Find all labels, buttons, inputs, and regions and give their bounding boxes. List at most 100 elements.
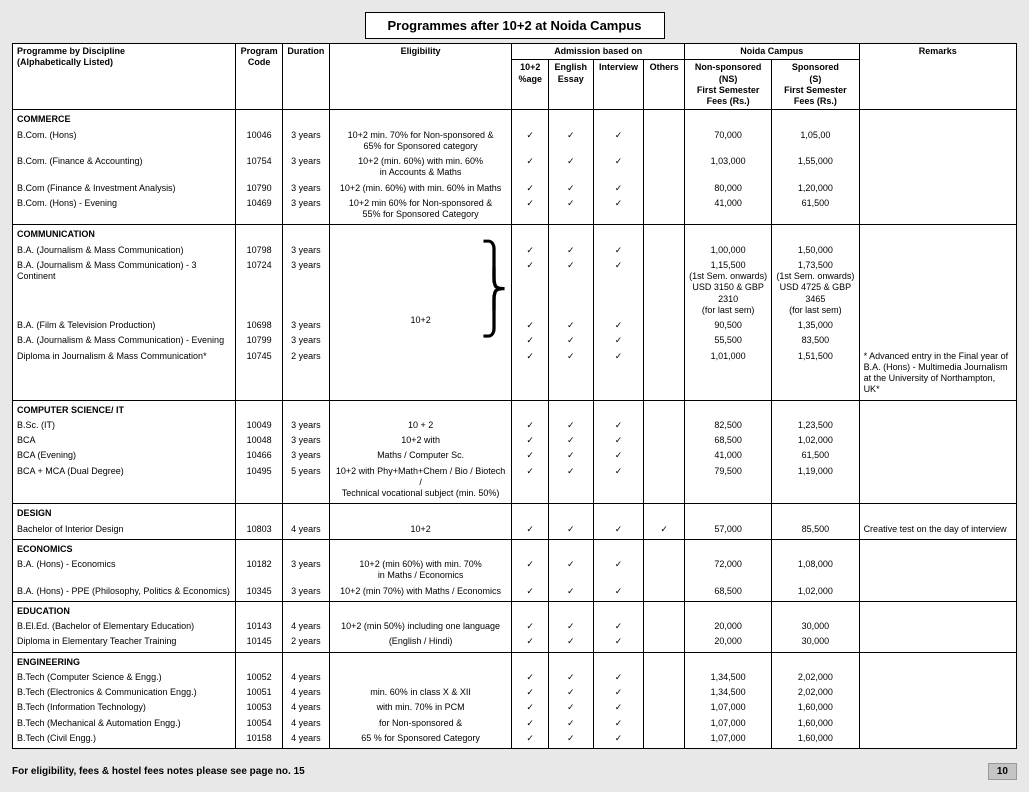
section-header: COMMERCE <box>13 110 236 128</box>
eligibility-cell: 10 + 2 <box>329 418 512 433</box>
programme-cell: B.A. (Journalism & Mass Communication) -… <box>13 258 236 318</box>
fee-s: 2,02,000 <box>772 685 859 700</box>
duration-cell: 3 years <box>283 418 330 433</box>
programme-cell: B.Tech (Mechanical & Automation Engg.) <box>13 716 236 731</box>
adm-interview: ✓ <box>593 196 644 225</box>
adm-10plus2: ✓ <box>512 584 549 602</box>
duration-cell: 3 years <box>283 258 330 318</box>
remarks-cell <box>859 448 1016 463</box>
remarks-cell <box>859 557 1016 584</box>
adm-10plus2: ✓ <box>512 418 549 433</box>
fee-ns: 1,15,500(1st Sem. onwards)USD 3150 & GBP… <box>684 258 771 318</box>
remarks-cell <box>859 685 1016 700</box>
fee-s: 1,05,00 <box>772 128 859 155</box>
hdr-duration: Duration <box>283 44 330 110</box>
duration-cell: 3 years <box>283 318 330 333</box>
adm-interview: ✓ <box>593 128 644 155</box>
fee-ns: 41,000 <box>684 196 771 225</box>
fee-s: 1,60,000 <box>772 716 859 731</box>
adm-essay: ✓ <box>548 464 593 504</box>
fee-ns: 72,000 <box>684 557 771 584</box>
adm-interview: ✓ <box>593 619 644 634</box>
programme-cell: B.Com. (Finance & Accounting) <box>13 154 236 181</box>
duration-cell: 4 years <box>283 670 330 685</box>
remarks-cell <box>859 731 1016 749</box>
remarks-cell: * Advanced entry in the Final year of B.… <box>859 349 1016 401</box>
remarks-cell <box>859 619 1016 634</box>
adm-10plus2: ✓ <box>512 685 549 700</box>
fee-ns: 57,000 <box>684 522 771 540</box>
eligibility-cell: with min. 70% in PCM <box>329 700 512 715</box>
eligibility-cell: 10+2 min 60% for Non-sponsored &55% for … <box>329 196 512 225</box>
adm-essay: ✓ <box>548 196 593 225</box>
fee-ns: 70,000 <box>684 128 771 155</box>
code-cell: 10046 <box>236 128 283 155</box>
duration-cell: 3 years <box>283 243 330 258</box>
fee-ns: 55,500 <box>684 333 771 348</box>
section-header: ENGINEERING <box>13 652 236 670</box>
remarks-cell <box>859 433 1016 448</box>
fee-s: 1,50,000 <box>772 243 859 258</box>
adm-others <box>644 685 685 700</box>
code-cell: 10054 <box>236 716 283 731</box>
adm-others <box>644 181 685 196</box>
adm-others <box>644 731 685 749</box>
code-cell: 10466 <box>236 448 283 463</box>
code-cell: 10754 <box>236 154 283 181</box>
eligibility-cell: for Non-sponsored & <box>329 716 512 731</box>
adm-10plus2: ✓ <box>512 522 549 540</box>
fee-s: 1,73,500(1st Sem. onwards)USD 4725 & GBP… <box>772 258 859 318</box>
fee-ns: 82,500 <box>684 418 771 433</box>
adm-essay: ✓ <box>548 243 593 258</box>
fee-s: 1,02,000 <box>772 584 859 602</box>
adm-others <box>644 333 685 348</box>
code-cell: 10495 <box>236 464 283 504</box>
code-cell: 10182 <box>236 557 283 584</box>
remarks-cell <box>859 318 1016 333</box>
fee-ns: 1,07,000 <box>684 700 771 715</box>
remarks-cell: Creative test on the day of interview <box>859 522 1016 540</box>
adm-interview: ✓ <box>593 333 644 348</box>
eligibility-cell: 10+2 min. 70% for Non-sponsored &65% for… <box>329 128 512 155</box>
section-header: DESIGN <box>13 504 236 522</box>
adm-essay: ✓ <box>548 181 593 196</box>
adm-others <box>644 557 685 584</box>
fee-s: 1,20,000 <box>772 181 859 196</box>
fee-s: 61,500 <box>772 448 859 463</box>
programme-cell: B.El.Ed. (Bachelor of Elementary Educati… <box>13 619 236 634</box>
fee-ns: 1,03,000 <box>684 154 771 181</box>
adm-10plus2: ✓ <box>512 619 549 634</box>
code-cell: 10798 <box>236 243 283 258</box>
duration-cell: 3 years <box>283 333 330 348</box>
fee-ns: 80,000 <box>684 181 771 196</box>
adm-others <box>644 243 685 258</box>
hdr-code: ProgramCode <box>236 44 283 110</box>
code-cell: 10052 <box>236 670 283 685</box>
adm-essay: ✓ <box>548 700 593 715</box>
adm-others <box>644 433 685 448</box>
adm-10plus2: ✓ <box>512 731 549 749</box>
fee-s: 85,500 <box>772 522 859 540</box>
adm-interview: ✓ <box>593 670 644 685</box>
eligibility-cell: 10+2 (min. 60%) with min. 60%in Accounts… <box>329 154 512 181</box>
adm-interview: ✓ <box>593 685 644 700</box>
eligibility-cell: (English / Hindi) <box>329 634 512 652</box>
adm-10plus2: ✓ <box>512 557 549 584</box>
adm-10plus2: ✓ <box>512 243 549 258</box>
duration-cell: 4 years <box>283 522 330 540</box>
remarks-cell <box>859 243 1016 258</box>
adm-others <box>644 464 685 504</box>
fee-ns: 1,01,000 <box>684 349 771 401</box>
fee-ns: 1,34,500 <box>684 685 771 700</box>
code-cell: 10803 <box>236 522 283 540</box>
code-cell: 10051 <box>236 685 283 700</box>
remarks-cell <box>859 333 1016 348</box>
code-cell: 10799 <box>236 333 283 348</box>
duration-cell: 3 years <box>283 154 330 181</box>
adm-interview: ✓ <box>593 448 644 463</box>
code-cell: 10048 <box>236 433 283 448</box>
fee-ns: 90,500 <box>684 318 771 333</box>
code-cell: 10790 <box>236 181 283 196</box>
duration-cell: 2 years <box>283 349 330 401</box>
remarks-cell <box>859 418 1016 433</box>
